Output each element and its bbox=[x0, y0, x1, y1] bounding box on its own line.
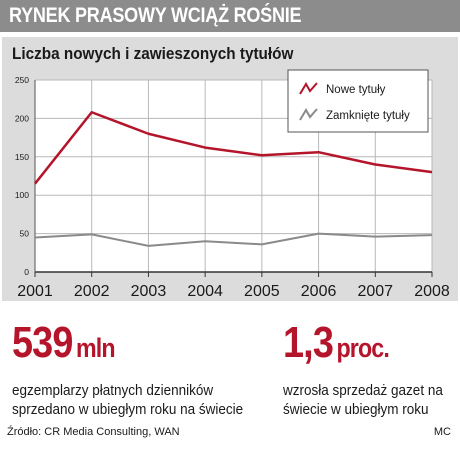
line-chart: 0 50 100 150 200 250 2001 2002 2003 2004 2005 2006 2… bbox=[15, 69, 450, 300]
x-tick-label: 2001 bbox=[17, 283, 53, 300]
x-tick-label: 2008 bbox=[414, 283, 450, 300]
y-tick-label: 0 bbox=[24, 267, 29, 277]
legend-swatch-2 bbox=[299, 108, 318, 121]
y-tick-label: 100 bbox=[15, 190, 29, 200]
stat-value-2: 1,3 bbox=[283, 318, 334, 367]
x-tick-label: 2002 bbox=[74, 283, 110, 300]
series-line-1 bbox=[34, 111, 433, 185]
author-credit: MC bbox=[433, 426, 451, 438]
y-tick-label: 50 bbox=[20, 229, 30, 239]
stat-unit-2: proc. bbox=[336, 333, 389, 363]
x-tick-label: 2006 bbox=[301, 283, 337, 300]
header-title: RYNEK PRASOWY WCIĄŻ ROŚNIE bbox=[9, 4, 302, 27]
series-line-2 bbox=[34, 232, 433, 247]
legend-label-2: Zamknięte tytuły bbox=[326, 110, 410, 122]
x-tick-label: 2005 bbox=[244, 283, 280, 300]
legend-label-1: Nowe tytuły bbox=[326, 84, 386, 96]
legend-box bbox=[287, 69, 429, 133]
x-tick-label: 2007 bbox=[357, 283, 393, 300]
stat-description-1: egzemplarzy płatnych dzienników sprzedan… bbox=[12, 382, 244, 418]
chart-title: Liczba nowych i zawieszonych tytułów bbox=[12, 44, 294, 63]
y-tick-label: 200 bbox=[15, 113, 29, 123]
legend-swatch-1 bbox=[299, 82, 318, 95]
x-tick-label: 2003 bbox=[131, 283, 167, 300]
header-bar: RYNEK PRASOWY WCIĄŻ ROŚNIE bbox=[0, 0, 460, 32]
x-tick-label: 2004 bbox=[187, 283, 223, 300]
stat-description-2: wzrosła sprzedaż gazet na świecie w ubie… bbox=[283, 382, 443, 418]
source-note: Źródło: CR Media Consulting, WAN bbox=[7, 426, 180, 438]
y-tick-label: 250 bbox=[15, 75, 29, 85]
y-tick-label: 150 bbox=[15, 152, 29, 162]
stat-number-2: 1,3 proc. bbox=[283, 318, 390, 368]
stat-number-1: 539 mln bbox=[12, 318, 116, 368]
stat-unit-1: mln bbox=[76, 333, 116, 363]
stat-value-1: 539 bbox=[12, 318, 73, 367]
